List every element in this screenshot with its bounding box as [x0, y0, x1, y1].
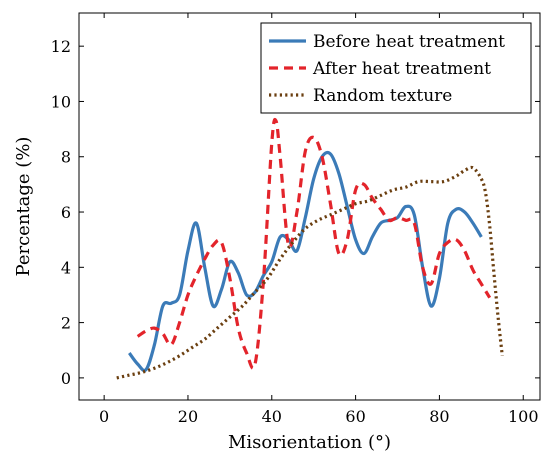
legend: Before heat treatment After heat treatmen… [260, 22, 532, 114]
x-axis-label: Misorientation (°) [228, 432, 391, 453]
y-axis-label: Percentage (%) [13, 137, 34, 277]
x-tick-label: 60 [345, 407, 365, 426]
y-tick-label: 0 [61, 369, 71, 388]
series-line-2 [136, 117, 492, 370]
x-tick-label: 80 [429, 407, 449, 426]
series-line-1 [128, 150, 483, 373]
y-tick-label: 10 [51, 92, 71, 111]
y-tick-label: 4 [61, 258, 71, 277]
x-tick-label: 40 [262, 407, 282, 426]
x-tick-label: 20 [178, 407, 198, 426]
y-tick-label: 12 [51, 37, 71, 56]
plot-lines [116, 117, 504, 380]
legend-label-1: Before heat treatment [313, 32, 505, 52]
x-tick-label: 0 [99, 407, 109, 426]
legend-label-2: After heat treatment [312, 59, 491, 79]
y-tick-label: 2 [61, 314, 71, 333]
y-tick-label: 6 [61, 203, 71, 222]
y-tick-label: 8 [61, 148, 71, 167]
plot-frame [78, 12, 541, 401]
x-tick-label: 100 [508, 407, 539, 426]
legend-label-3: Random texture [313, 86, 452, 106]
axis-ticks [79, 13, 540, 400]
axis-tick-labels: 0 20 40 60 80 100 0 2 4 6 8 10 12 [51, 37, 539, 426]
